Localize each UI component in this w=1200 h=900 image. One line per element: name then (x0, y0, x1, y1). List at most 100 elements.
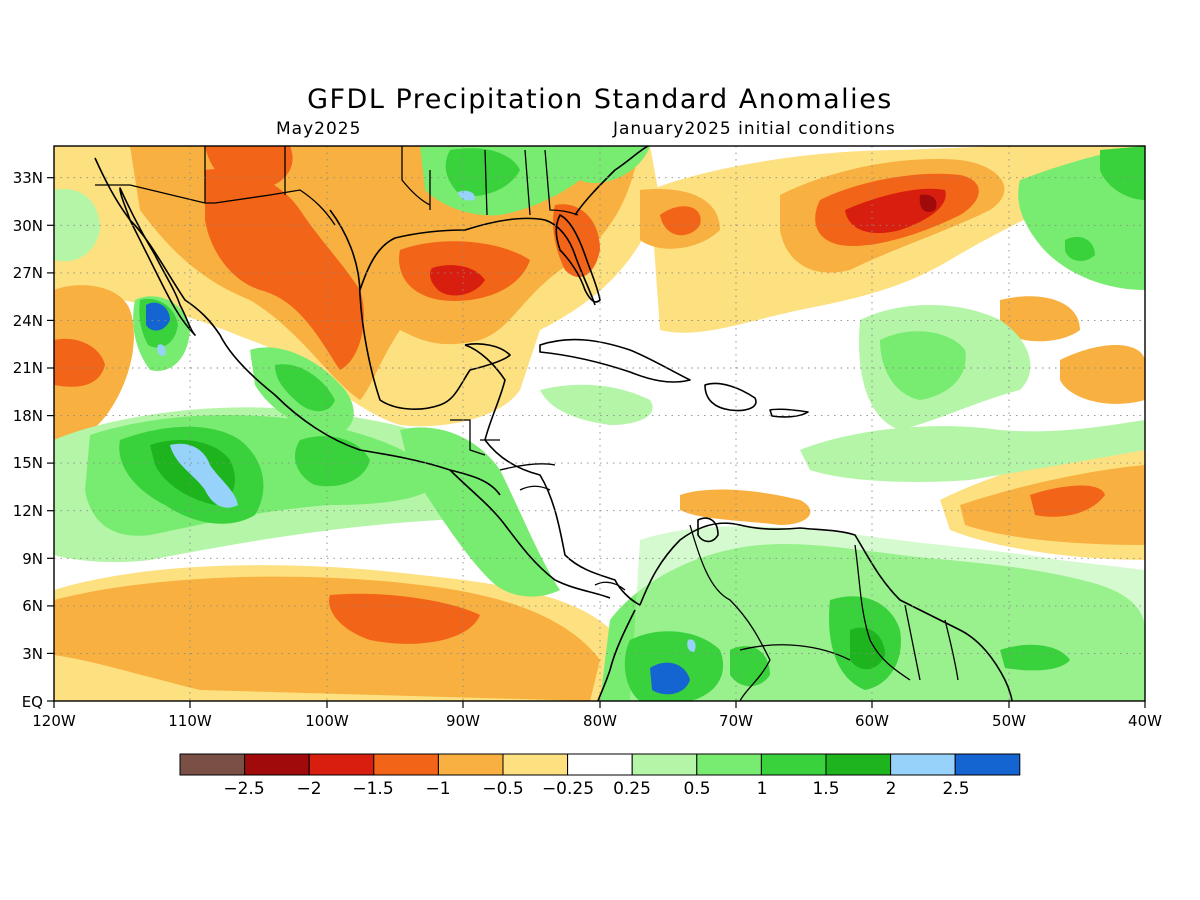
texas-louisiana-coast (359, 217, 596, 306)
colorbar-swatch (244, 753, 310, 776)
x-tick-90w: 90W (446, 712, 480, 730)
venezuela-guyana (854, 544, 911, 681)
wet-central-america (400, 427, 560, 597)
wet-atlantic-ne-core (1065, 146, 1145, 262)
colorbar-swatch (954, 753, 1021, 776)
y-tick-30n: 30N (13, 217, 43, 235)
wet-pacific-light-blue (170, 443, 238, 508)
colorbar-swatch (437, 753, 504, 776)
y-tick-9n: 9N (22, 550, 43, 568)
y-tick-24n: 24N (13, 312, 43, 330)
colorbar-swatch (760, 753, 827, 776)
wet-southeast-us-core (445, 148, 520, 197)
wet-west-pacific-north (54, 189, 100, 262)
colorbar-label: −2.5 (223, 779, 264, 799)
florida (555, 214, 601, 303)
colorbar-swatch (308, 753, 375, 776)
gulf-coast-mexico-us (329, 209, 511, 410)
baja-peninsula (119, 187, 196, 336)
x-axis (53, 701, 1146, 708)
hispaniola (704, 382, 757, 412)
colorbar-label: −1 (425, 779, 450, 799)
x-tick-110w: 110W (168, 712, 212, 730)
x-tick-40w: 40W (1128, 712, 1162, 730)
us-state-lines (204, 146, 579, 216)
wet-central-atlantic-mid (880, 331, 966, 400)
wet-mexico-coast-core (275, 364, 335, 412)
dry-east-atlantic (1000, 296, 1145, 404)
wet-baja-blue (146, 302, 170, 331)
y-axis (47, 177, 54, 702)
colorbar-label: 0.25 (613, 779, 651, 799)
x-tick-100w: 100W (305, 712, 349, 730)
colorbar: −2.5 −2 −1.5 −1 −0.5 −0.25 0.25 0.5 1 1.… (179, 753, 1021, 799)
south-america-north-coast (639, 522, 1013, 701)
panama-colombia (594, 581, 626, 591)
colorbar-swatches (179, 753, 1021, 776)
forecast-month: May2025 (276, 119, 362, 139)
y-tick-15n: 15N (13, 454, 43, 472)
colorbar-label: 1.5 (812, 779, 839, 799)
x-tick-80w: 80W (583, 712, 617, 730)
y-tick-labels: EQ 3N 6N 9N 12N 15N 18N 21N 24N 27N 30N … (13, 169, 43, 711)
x-tick-120w: 120W (32, 712, 76, 730)
y-tick-3n: 3N (22, 645, 43, 663)
us-atlantic-coast (574, 146, 649, 216)
colorbar-swatch (825, 753, 892, 776)
x-tick-60w: 60W (855, 712, 889, 730)
wet-colombia-blue (650, 662, 690, 695)
honduras-nicaragua (499, 463, 556, 491)
colorbar-label: 1 (757, 779, 768, 799)
us-mexico-border (95, 184, 336, 226)
y-tick-21n: 21N (13, 359, 43, 377)
chart-title: GFDL Precipitation Standard Anomalies (307, 84, 893, 115)
colorbar-swatch (179, 753, 246, 776)
wet-southeast-us-blue (458, 190, 475, 201)
colorbar-label: −0.25 (542, 779, 594, 799)
dry-florida (553, 204, 600, 278)
central-america-pacific (449, 469, 611, 599)
wet-guyana-core (850, 627, 885, 670)
x-tick-50w: 50W (992, 712, 1026, 730)
x-tick-70w: 70W (719, 712, 753, 730)
wet-east-brazil-coast (1000, 644, 1070, 671)
lake-maracaibo (697, 517, 719, 543)
dry-atlantic-peak (919, 194, 937, 212)
colorbar-label: 2 (886, 779, 897, 799)
x-tick-labels: 120W 110W 100W 90W 80W 70W 60W 50W 40W (32, 712, 1162, 730)
wet-baja-lightblue (157, 344, 166, 356)
wet-colombia-lightblue (687, 639, 696, 652)
dry-venezuela-coast (680, 489, 811, 525)
gridlines (54, 146, 1145, 701)
dry-tropical-atlantic-core (1030, 485, 1105, 517)
colombia-brazil (739, 644, 851, 661)
colorbar-labels: −2.5 −2 −1.5 −1 −0.5 −0.25 0.25 0.5 1 1.… (223, 779, 969, 799)
dry-west-pacific-core (54, 338, 105, 387)
colorbar-swatch (631, 753, 698, 776)
colombia-venezuela (689, 524, 771, 701)
colorbar-swatch (373, 753, 439, 776)
colorbar-swatch (696, 753, 762, 776)
guyana-suriname (904, 604, 921, 681)
colorbar-label: 0.5 (683, 779, 710, 799)
colorbar-swatch (502, 753, 569, 776)
colorbar-label: −0.5 (482, 779, 523, 799)
guatemala-belize (450, 419, 500, 456)
y-tick-12n: 12N (13, 502, 43, 520)
y-tick-18n: 18N (13, 407, 43, 425)
colorbar-label: −2 (296, 779, 321, 799)
south-america-pacific-coast (597, 609, 636, 701)
colorbar-label: 2.5 (942, 779, 969, 799)
shaded-anomaly-field (54, 146, 1145, 701)
y-tick-33n: 33N (13, 169, 43, 187)
dry-eastern-pacific-core (54, 576, 600, 701)
y-tick-27n: 27N (13, 264, 43, 282)
dry-north-mexico (205, 146, 293, 190)
colorbar-swatch (567, 753, 633, 776)
y-tick-eq: EQ (22, 693, 43, 711)
colorbar-label: −1.5 (352, 779, 393, 799)
mexico-pacific-coast (94, 157, 501, 496)
dry-mexico-core (205, 169, 364, 370)
y-tick-6n: 6N (22, 597, 43, 615)
